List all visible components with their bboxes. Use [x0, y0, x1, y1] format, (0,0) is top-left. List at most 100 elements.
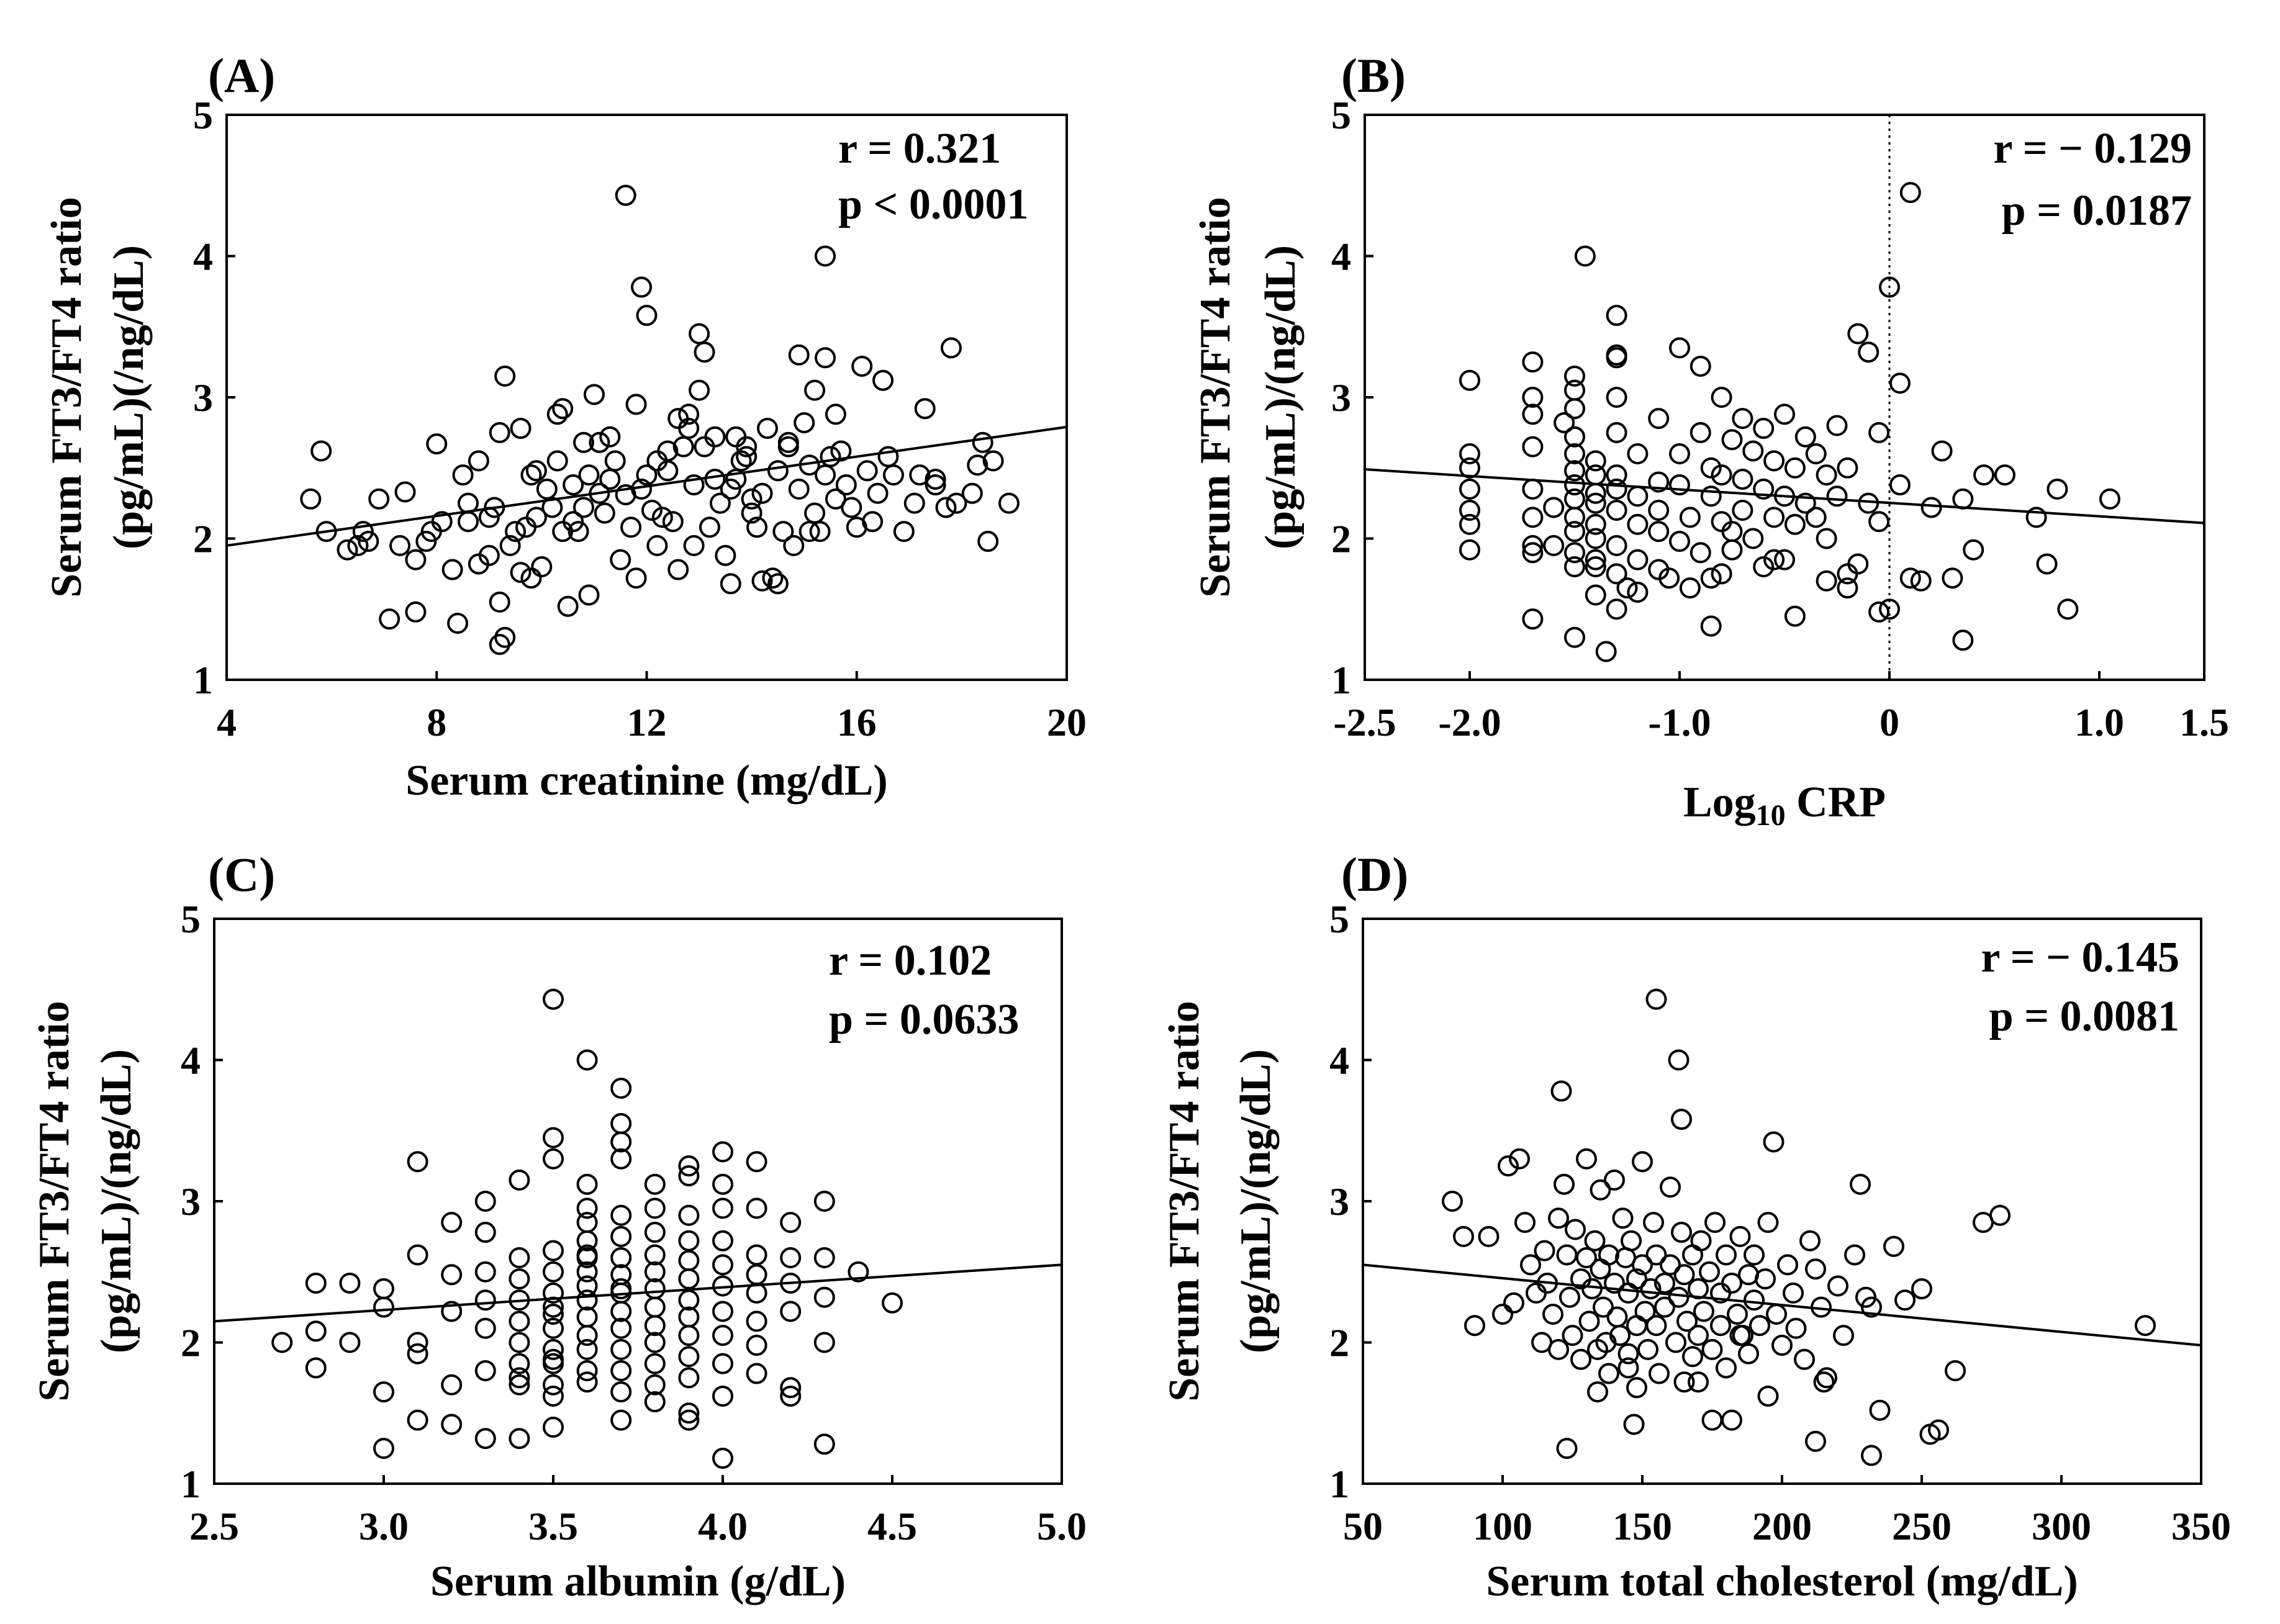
data-point — [1699, 1261, 1720, 1283]
data-point — [407, 1409, 428, 1431]
data-point — [712, 1275, 733, 1297]
data-point — [751, 570, 773, 592]
data-point — [689, 323, 710, 345]
data-point — [1585, 528, 1606, 549]
data-point — [1459, 369, 1480, 391]
data-point — [1548, 1207, 1569, 1229]
panel-c: (C) 1 2 3 4 5 2.5 3.0 3.5 4.0 4.5 5.0 r = 0.102 p = 0… — [30, 847, 1087, 1605]
data-point — [751, 482, 773, 504]
data-point — [509, 1367, 530, 1389]
data-point — [1671, 1109, 1692, 1130]
data-point — [509, 1247, 530, 1268]
data-point — [1587, 1381, 1608, 1403]
y-tick-label: 1 — [193, 658, 213, 702]
data-point — [1721, 429, 1743, 451]
data-point — [1520, 1254, 1541, 1276]
data-point — [1847, 553, 1869, 575]
data-point — [543, 1240, 564, 1261]
data-point — [1626, 1268, 1647, 1290]
x-tick-label: 16 — [837, 700, 877, 744]
data-point — [1648, 521, 1670, 543]
data-point — [798, 521, 820, 543]
data-point — [1606, 478, 1627, 500]
data-point — [1682, 1346, 1703, 1368]
data-point — [712, 1173, 733, 1195]
x-tick-label: 4.5 — [867, 1504, 917, 1548]
data-point — [972, 431, 993, 453]
data-point — [373, 1278, 394, 1300]
data-point — [520, 567, 542, 589]
data-point — [1942, 567, 1963, 589]
data-point — [1606, 387, 1627, 408]
data-point — [510, 562, 532, 584]
data-point — [1847, 323, 1869, 345]
data-point — [813, 1332, 835, 1353]
data-point — [1763, 549, 1785, 571]
data-point — [644, 1173, 666, 1195]
data-point — [1673, 1371, 1695, 1393]
data-point — [1757, 1212, 1779, 1234]
data-point — [746, 1310, 767, 1332]
y-tick-label: 2 — [1329, 1321, 1349, 1365]
data-point — [441, 1414, 463, 1435]
data-point — [1598, 1244, 1619, 1266]
data-point — [1543, 535, 1565, 556]
data-point — [1763, 1131, 1785, 1153]
data-point — [1606, 500, 1627, 521]
data-point — [741, 502, 762, 524]
x-tick-label: 250 — [1892, 1504, 1952, 1548]
data-point — [1459, 443, 1480, 464]
data-point — [636, 305, 658, 327]
data-point — [946, 492, 967, 514]
correlation-r: r = 0.321 — [838, 125, 1001, 173]
data-point — [415, 531, 437, 553]
data-point — [1899, 182, 1921, 204]
data-point — [1564, 488, 1585, 510]
data-point — [678, 1230, 700, 1252]
data-point — [746, 517, 768, 538]
data-point — [515, 517, 537, 538]
x-tick-label: 4.0 — [698, 1504, 748, 1548]
data-point — [1858, 341, 1880, 363]
data-point — [1585, 464, 1606, 486]
data-point — [489, 634, 510, 656]
data-point — [1710, 1315, 1731, 1337]
data-point — [1816, 464, 1837, 486]
data-point — [1565, 1219, 1586, 1240]
y-tick-label: 1 — [1331, 658, 1351, 702]
data-point — [720, 478, 741, 500]
data-point — [1973, 464, 1995, 486]
data-point — [543, 1296, 564, 1318]
y-tick-label: 3 — [1331, 376, 1351, 420]
data-point — [1757, 1385, 1779, 1407]
data-point — [1693, 1301, 1714, 1322]
data-point — [441, 1212, 463, 1234]
data-point — [1688, 1278, 1709, 1300]
data-point — [441, 1301, 463, 1322]
data-point — [636, 464, 658, 486]
data-point — [1879, 276, 1900, 298]
data-point — [520, 464, 542, 486]
data-point — [315, 521, 337, 543]
data-point — [525, 507, 547, 528]
data-point — [746, 1151, 767, 1173]
data-point — [1755, 1268, 1776, 1290]
data-point — [373, 1438, 394, 1459]
data-point — [1606, 1306, 1628, 1328]
y-tick-label: 3 — [1329, 1180, 1349, 1224]
data-point — [1570, 1348, 1591, 1370]
panel-label: (C) — [208, 847, 275, 901]
data-point — [1522, 608, 1544, 630]
data-point — [1550, 1080, 1572, 1102]
data-point — [1889, 474, 1911, 496]
data-point — [426, 433, 448, 455]
data-point — [1606, 305, 1627, 327]
data-point — [1868, 511, 1890, 533]
data-point — [1537, 1272, 1558, 1294]
data-point — [1763, 450, 1785, 472]
data-point — [1920, 497, 1942, 518]
data-point — [780, 1385, 802, 1407]
data-point — [1771, 1335, 1793, 1356]
data-point — [678, 1346, 700, 1368]
data-point — [1464, 1315, 1485, 1337]
